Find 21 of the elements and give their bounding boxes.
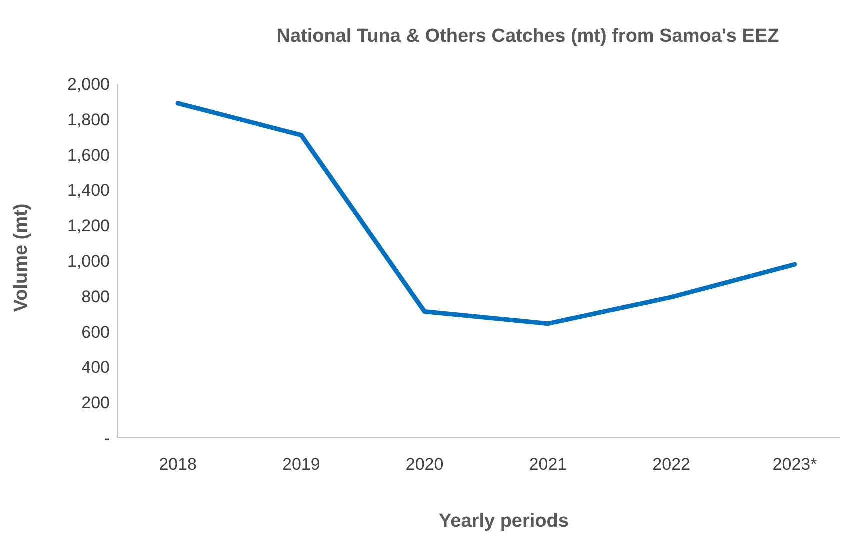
y-tick-label: 1,600	[67, 146, 110, 165]
y-tick-label: 400	[82, 358, 110, 378]
y-tick-label: 2,000	[67, 75, 110, 94]
y-axis-title: Volume (mt)	[11, 204, 33, 312]
x-tick-label: 2022	[652, 455, 691, 474]
x-tick-label: 2018	[159, 455, 197, 474]
y-tick-label: 1,200	[67, 216, 110, 236]
x-tick-label: 2021	[529, 455, 568, 474]
y-tick-label: 800	[82, 287, 110, 306]
y-tick-label: -	[104, 429, 110, 448]
chart-title: National Tuna & Others Catches (mt) from Samoa's EEZ	[276, 26, 780, 48]
y-tick-label: 200	[82, 394, 110, 413]
x-tick-label: 2023*	[772, 455, 818, 474]
y-tick-label: 1,400	[67, 181, 110, 200]
y-tick-label: 1,000	[67, 252, 110, 272]
x-tick-label: 2019	[282, 455, 320, 474]
y-tick-label: 1,800	[67, 110, 110, 130]
y-tick-label: 600	[82, 322, 110, 342]
x-axis-title: Yearly periods	[438, 511, 570, 533]
line-series	[176, 101, 798, 326]
x-tick-label: 2020	[406, 455, 444, 474]
